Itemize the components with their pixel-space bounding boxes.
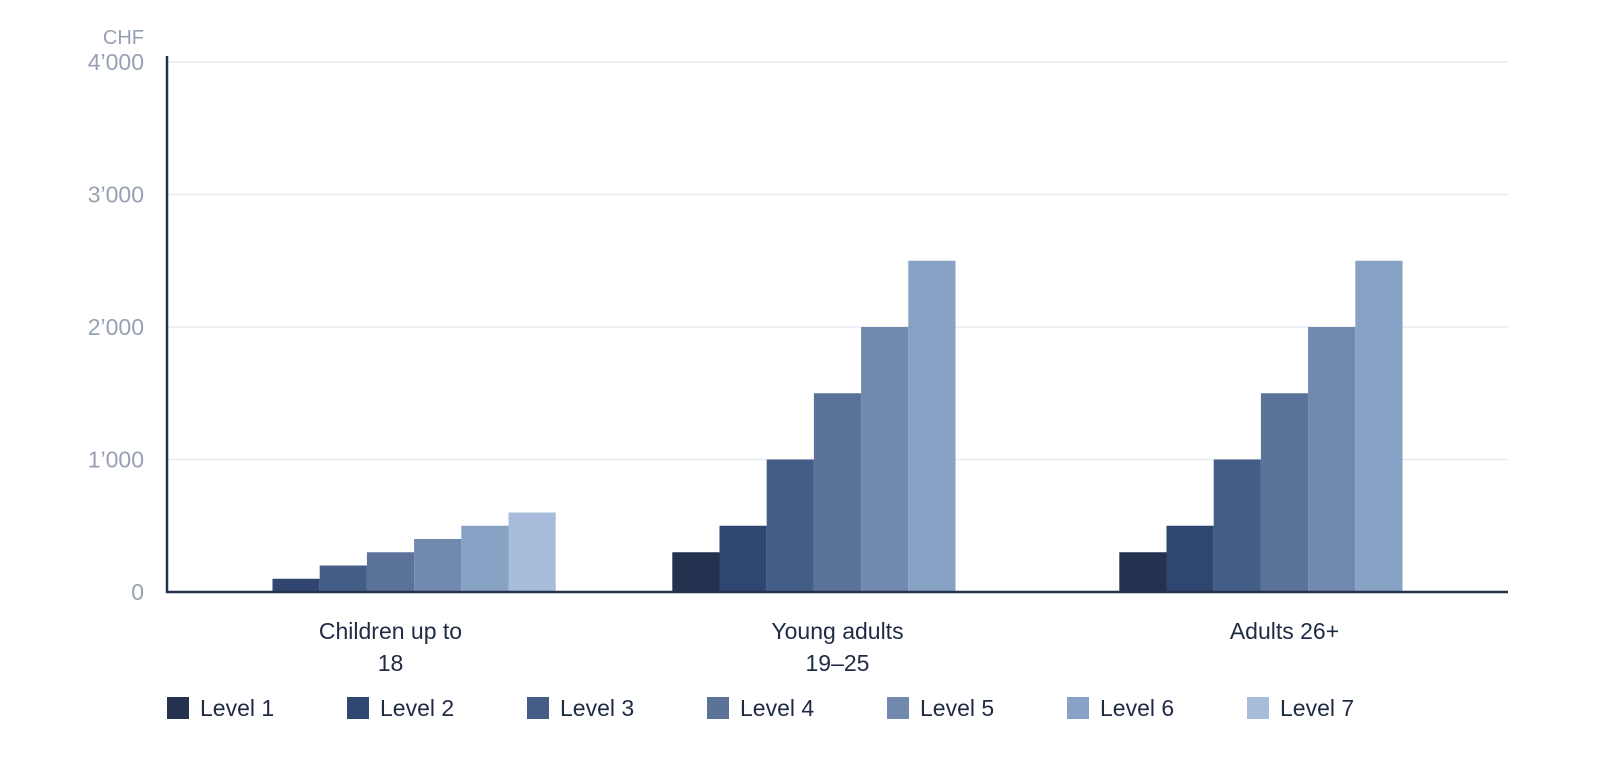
bar <box>861 327 909 592</box>
legend-swatch <box>527 697 549 719</box>
axes <box>165 56 1508 594</box>
bar <box>813 393 862 592</box>
legend-swatch <box>707 697 729 719</box>
legend-label: Level 6 <box>1100 695 1174 721</box>
bar <box>461 525 509 592</box>
legend-label: Level 1 <box>200 695 274 721</box>
legend-swatch <box>347 697 369 719</box>
legend-label: Level 3 <box>560 695 634 721</box>
y-tick-label: 2’000 <box>88 314 144 340</box>
legend-swatch <box>167 697 189 719</box>
bar <box>766 459 814 592</box>
bar <box>414 539 462 592</box>
bar <box>508 512 556 592</box>
y-tick-label: 4’000 <box>88 49 144 75</box>
legend-label: Level 7 <box>1280 695 1354 721</box>
x-category-label: 18 <box>378 650 404 676</box>
bar <box>319 565 367 592</box>
legend-swatch <box>1067 697 1089 719</box>
bar <box>1355 260 1403 592</box>
bar <box>272 578 320 592</box>
bar <box>672 552 720 592</box>
legend: Level 1 Level 2 Level 3 Level 4 Level 5 Level… <box>167 695 1354 721</box>
legend-label: Level 5 <box>920 695 994 721</box>
y-tick-label: 0 <box>131 579 144 605</box>
bar <box>908 260 956 592</box>
bars <box>272 260 1403 592</box>
x-category-label: 19–25 <box>806 650 870 676</box>
y-tick-label: 1’000 <box>88 447 144 473</box>
bar <box>1213 459 1261 592</box>
legend-label: Level 2 <box>380 695 454 721</box>
x-category-label: Young adults <box>771 618 903 644</box>
bar <box>1260 393 1309 592</box>
y-unit-label: CHF <box>103 27 144 49</box>
bar <box>1119 552 1167 592</box>
legend-swatch <box>1247 697 1269 719</box>
legend-label: Level 4 <box>740 695 814 721</box>
x-category-label: Adults 26+ <box>1230 618 1339 644</box>
bar <box>366 552 415 592</box>
bar <box>1308 327 1356 592</box>
bar <box>1166 525 1214 592</box>
y-tick-label: 3’000 <box>88 182 144 208</box>
legend-swatch <box>887 697 909 719</box>
bar <box>719 525 767 592</box>
x-category-label: Children up to <box>319 618 462 644</box>
